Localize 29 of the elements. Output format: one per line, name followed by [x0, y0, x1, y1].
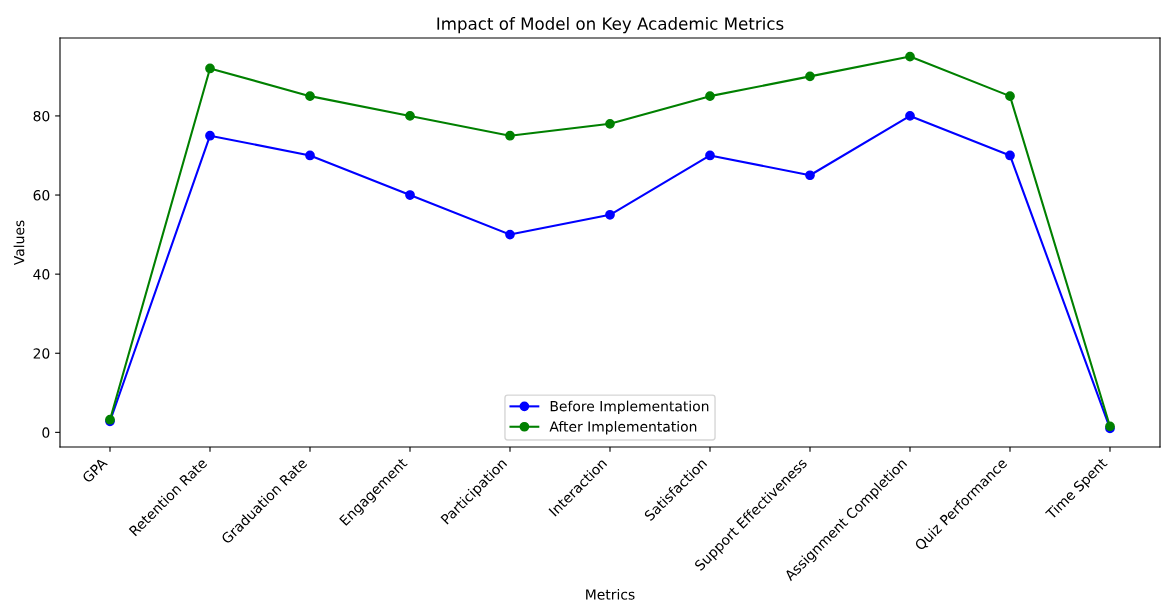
legend-label: After Implementation — [549, 421, 697, 435]
point — [205, 130, 215, 141]
x-tick-label: GPA — [81, 456, 109, 484]
point — [605, 118, 615, 129]
point — [705, 91, 715, 102]
point — [805, 170, 815, 181]
point — [305, 91, 315, 102]
point — [305, 150, 315, 161]
point — [405, 111, 415, 121]
point — [905, 51, 915, 62]
point — [605, 209, 615, 220]
point — [1005, 150, 1015, 161]
point — [505, 130, 515, 141]
y-tick-label: 80 — [33, 110, 50, 122]
y-tick-label: 0 — [42, 427, 50, 438]
y-axis-title: Values — [13, 220, 25, 266]
point — [405, 190, 415, 200]
point — [805, 71, 815, 82]
y-tick-label: 20 — [33, 348, 50, 359]
point — [505, 229, 515, 240]
y-tick-label: 60 — [33, 190, 50, 201]
chart-title: Impact of Model on Key Academic Metrics — [437, 17, 784, 34]
y-tick-label: 40 — [33, 269, 50, 280]
x-axis-title: Metrics — [586, 588, 635, 600]
point — [905, 111, 915, 121]
point — [205, 63, 215, 74]
point — [705, 150, 715, 161]
legend-label: Before Implementation — [550, 400, 709, 415]
point — [1005, 91, 1015, 102]
